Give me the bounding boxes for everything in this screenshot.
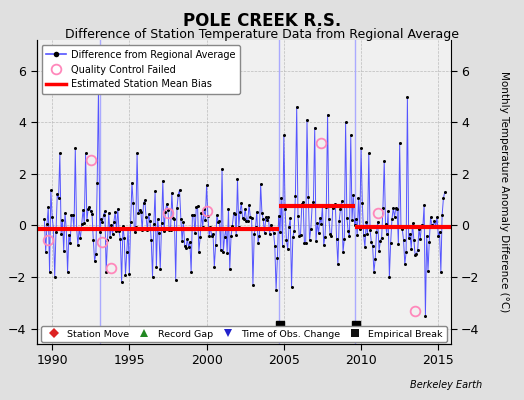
Y-axis label: Monthly Temperature Anomaly Difference (°C): Monthly Temperature Anomaly Difference (… (499, 71, 509, 313)
Text: Difference of Station Temperature Data from Regional Average: Difference of Station Temperature Data f… (65, 28, 459, 41)
Legend: Station Move, Record Gap, Time of Obs. Change, Empirical Break: Station Move, Record Gap, Time of Obs. C… (41, 326, 446, 342)
Text: POLE CREEK R.S.: POLE CREEK R.S. (183, 12, 341, 30)
Text: Berkeley Earth: Berkeley Earth (410, 380, 482, 390)
